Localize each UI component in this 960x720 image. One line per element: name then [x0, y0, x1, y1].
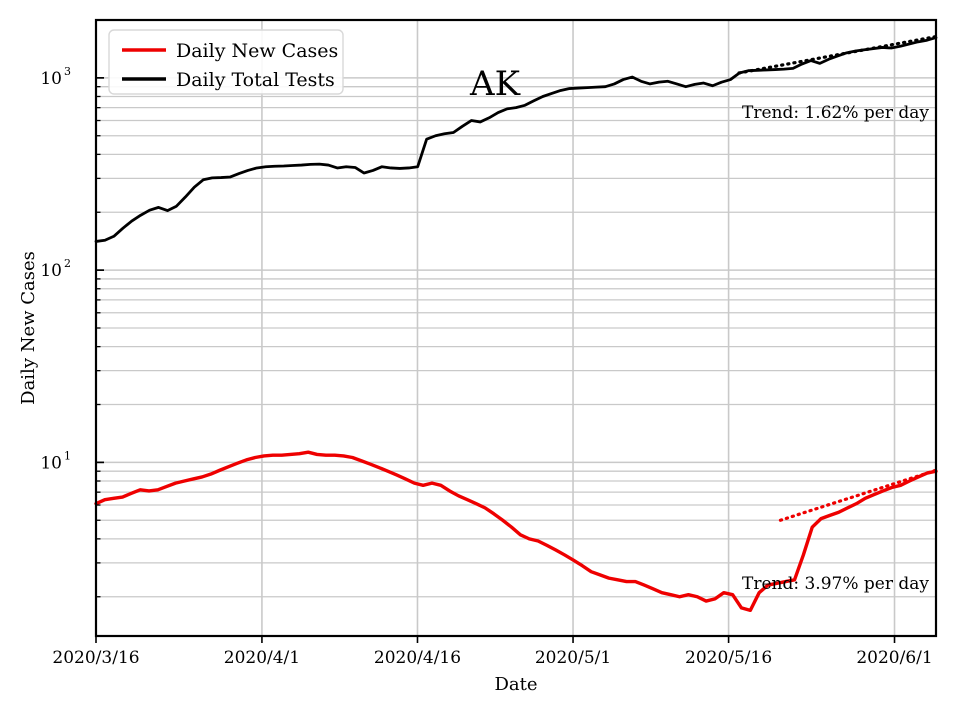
series-line-daily-new-cases — [94, 450, 938, 613]
y-tick-exponent: 2 — [64, 257, 71, 270]
y-tick-label: 10 3 — [40, 65, 71, 89]
y-axis-title: Daily New Cases — [18, 251, 39, 405]
axis-ticks — [95, 19, 896, 643]
series-layer — [94, 36, 938, 613]
x-tick-label: 2020/3/16 — [52, 648, 139, 668]
x-tick-label: 2020/4/1 — [224, 648, 300, 668]
trend-annotation-cases: Trend: 3.97% per day — [742, 574, 929, 594]
y-tick-mantissa: 10 — [40, 453, 62, 473]
trend-overlay-layer — [737, 34, 938, 522]
legend-label: Daily New Cases — [176, 40, 338, 62]
x-tick-label: 2020/5/1 — [535, 648, 611, 668]
chart-legend[interactable]: Daily New Cases Daily Total Tests — [108, 29, 344, 95]
y-tick-mantissa: 10 — [40, 69, 62, 89]
x-tick-label: 2020/5/16 — [685, 648, 772, 668]
trend-line-daily-new-cases-trend — [778, 468, 938, 522]
legend-label: Daily Total Tests — [176, 69, 335, 91]
series-line-daily-total-tests — [94, 36, 938, 243]
x-tick-label: 2020/4/16 — [374, 648, 461, 668]
y-tick-mantissa: 10 — [40, 261, 62, 281]
legend-items: Daily New Cases Daily Total Tests — [122, 40, 338, 91]
state-label: AK — [469, 64, 521, 104]
trend-annotation-tests: Trend: 1.62% per day — [742, 103, 929, 123]
y-tick-label: 10 2 — [40, 257, 71, 281]
x-tick-label: 2020/6/1 — [856, 648, 932, 668]
x-tick-labels: 2020/3/16 2020/4/1 2020/4/16 2020/5/1 2020/5… — [52, 648, 932, 668]
trend-line-daily-total-tests-trend — [737, 34, 938, 75]
y-tick-exponent: 3 — [64, 65, 71, 78]
x-axis-title: Date — [494, 674, 537, 695]
legend-box — [108, 29, 344, 95]
y-tick-exponent: 1 — [64, 449, 71, 462]
y-tick-label: 10 1 — [40, 449, 71, 473]
